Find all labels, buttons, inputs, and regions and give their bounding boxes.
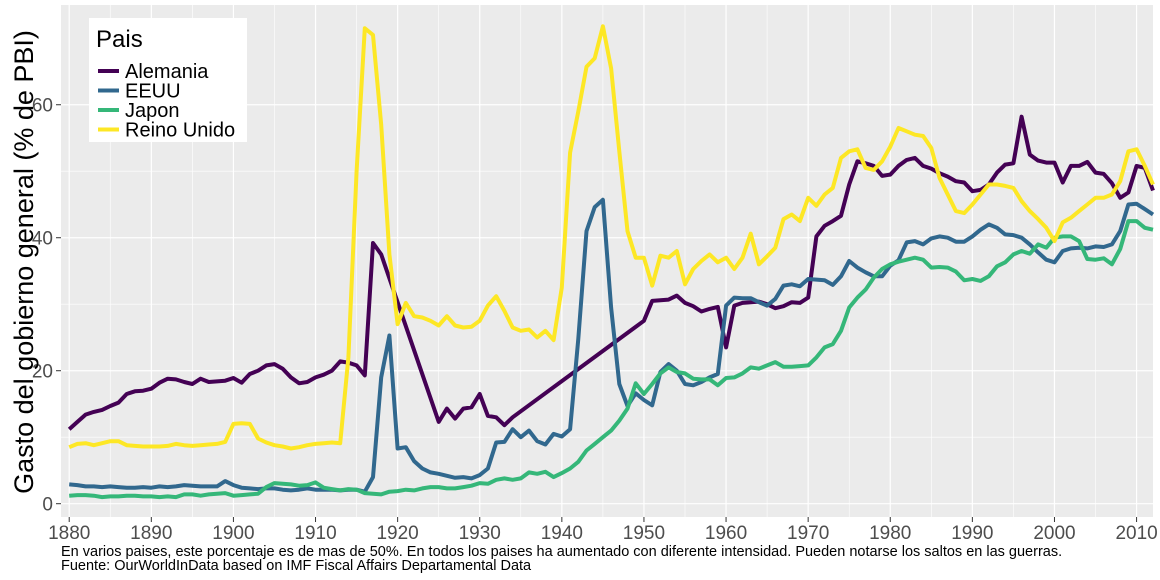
caption-source: Fuente: OurWorldInData based on IMF Fisc…: [61, 558, 532, 574]
x-axis: 1880 1890 1900 1910 1920 1930 1940 1950 1960 1970…: [48, 517, 1158, 544]
legend-label-reino-unido: Reino Unido: [125, 120, 235, 142]
x-tick-label: 1940: [541, 523, 583, 544]
x-tick-label: 1880: [48, 523, 90, 544]
legend-label-alemania: Alemania: [125, 61, 209, 83]
x-tick-label: 2010: [1115, 523, 1157, 544]
x-tick-label: 1920: [376, 523, 418, 544]
x-tick-label: 1900: [212, 523, 254, 544]
x-tick-label: 1910: [294, 523, 336, 544]
x-tick-label: 1930: [459, 523, 501, 544]
y-tick-label: 0: [42, 495, 53, 516]
x-tick-label: 1950: [623, 523, 665, 544]
x-tick-label: 1970: [787, 523, 829, 544]
series-line-japon: [69, 219, 1154, 500]
y-tick-label: 40: [32, 229, 53, 250]
series-line-reino-unido: [68, 24, 1155, 451]
legend-box: [89, 18, 247, 142]
x-tick-label: 1890: [130, 523, 172, 544]
y-tick-label: 20: [32, 362, 53, 383]
x-tick-label: 1980: [869, 523, 911, 544]
x-tick-label: 2000: [1033, 523, 1075, 544]
major-gridlines: [61, 5, 1153, 517]
x-tick-label: 1960: [705, 523, 747, 544]
legend-label-japon: Japon: [125, 100, 180, 122]
series-line-eeuu: [69, 197, 1155, 494]
legend-title: Pais: [96, 26, 143, 53]
caption-note: En varios paises, este porcentaje es de …: [61, 544, 1063, 560]
y-axis: 0 20 40 60: [32, 96, 61, 516]
series-line-alemania: [67, 114, 1155, 431]
y-tick-label: 60: [32, 96, 53, 117]
series-lines: [67, 24, 1155, 500]
legend-label-eeuu: EEUU: [125, 81, 181, 103]
x-tick-label: 1990: [951, 523, 993, 544]
y-axis-label: Gasto del gobierno general (% de PBI): [9, 30, 39, 494]
